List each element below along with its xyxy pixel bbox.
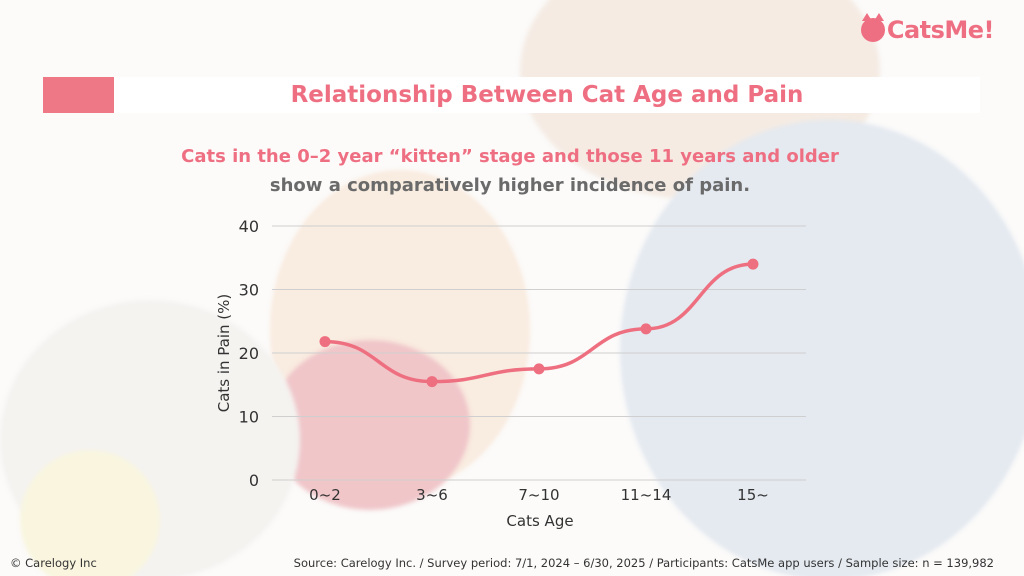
catsme-logo: CatsMe! <box>860 13 995 44</box>
y-tick-label: 30 <box>239 281 259 300</box>
y-tick-label: 20 <box>239 344 259 363</box>
data-point <box>319 336 331 348</box>
logo-text: CatsMe! <box>886 16 995 44</box>
x-tick-label: 7~10 <box>518 486 559 504</box>
x-axis-label: Cats Age <box>506 512 573 530</box>
data-point <box>426 376 438 388</box>
y-axis-label: Cats in Pain (%) <box>215 294 233 413</box>
subtitle-line-1: Cats in the 0–2 year “kitten” stage and … <box>181 146 839 167</box>
x-tick-labels: 0~2 3~6 7~10 11~14 15~ <box>309 486 769 504</box>
y-tick-label: 0 <box>249 471 259 490</box>
x-tick-label: 11~14 <box>621 486 672 504</box>
title-accent-block <box>43 77 114 113</box>
x-tick-label: 0~2 <box>309 486 341 504</box>
subtitle-line-2: show a comparatively higher incidence of… <box>269 175 751 196</box>
x-tick-label: 15~ <box>737 486 769 504</box>
y-tick-label: 40 <box>239 217 259 236</box>
data-point <box>747 258 759 270</box>
cat-logo-icon <box>860 13 885 42</box>
y-tick-labels: 0 10 20 30 40 <box>239 217 259 490</box>
copyright-text: © Carelogy Inc <box>10 556 97 570</box>
data-point <box>640 323 652 335</box>
data-point <box>533 363 545 375</box>
y-tick-label: 10 <box>239 408 259 427</box>
title-bar: Relationship Between Cat Age and Pain <box>43 77 980 113</box>
source-text: Source: Carelogy Inc. / Survey period: 7… <box>293 556 994 570</box>
data-points <box>319 258 759 388</box>
page-title: Relationship Between Cat Age and Pain <box>290 82 804 108</box>
chart-grid <box>272 225 806 481</box>
x-tick-label: 3~6 <box>416 486 448 504</box>
series-line <box>324 262 754 384</box>
